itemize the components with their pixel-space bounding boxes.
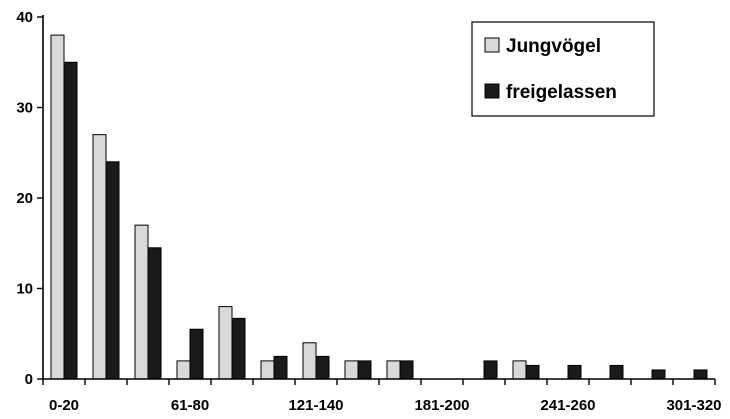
bar-freigelassen-0: [63, 61, 78, 380]
legend-label-freigelassen: freigelassen: [506, 82, 617, 103]
legend-swatch-freigelassen: [484, 83, 500, 99]
x-tick-label-15: 301-320: [666, 397, 721, 414]
ticks-group: 0 10 20 30 40 0-20 61-80 121-140 181-200 241-260 3…: [16, 9, 721, 414]
legend-frame: [471, 21, 655, 117]
y-tick-label-20: 20: [16, 190, 33, 207]
bar-freigelassen-6: [315, 355, 330, 380]
bar-jungvoegel-11: [512, 360, 527, 380]
y-tick-label-30: 30: [16, 100, 33, 117]
bar-freigelassen-4: [231, 317, 246, 380]
bar-freigelassen-15: [693, 369, 708, 380]
bar-freigelassen-11: [525, 364, 540, 380]
bar-freigelassen-7: [357, 360, 372, 380]
legend-label-jungvoegel: Jungvögel: [506, 36, 601, 57]
x-tick-label-3: 61-80: [171, 397, 209, 414]
bar-jungvoegel-1: [92, 134, 107, 380]
bar-freigelassen-1: [105, 161, 120, 380]
x-tick-label-12: 241-260: [540, 397, 595, 414]
bar-freigelassen-10: [483, 360, 498, 380]
legend: Jungvögel freigelassen: [471, 21, 655, 117]
bar-jungvoegel-2: [134, 224, 149, 380]
bar-freigelassen-5: [273, 355, 288, 380]
bar-jungvoegel-3: [176, 360, 191, 380]
bar-freigelassen-13: [609, 364, 624, 380]
bar-jungvoegel-8: [386, 360, 401, 380]
x-tick-label-0: 0-20: [49, 397, 79, 414]
bar-freigelassen-14: [651, 369, 666, 380]
bar-jungvoegel-6: [302, 342, 317, 380]
bar-jungvoegel-7: [344, 360, 359, 380]
bar-freigelassen-8: [399, 360, 414, 380]
y-tick-label-0: 0: [25, 371, 33, 388]
bar-jungvoegel-4: [218, 306, 233, 380]
x-tick-label-6: 121-140: [288, 397, 343, 414]
bar-freigelassen-2: [147, 247, 162, 380]
bar-freigelassen-12: [567, 364, 582, 380]
bar-freigelassen-3: [189, 328, 204, 380]
bar-jungvoegel-5: [260, 360, 275, 380]
x-tick-label-9: 181-200: [414, 397, 469, 414]
bar-jungvoegel-0: [50, 34, 65, 380]
y-tick-label-10: 10: [16, 281, 33, 298]
y-tick-label-40: 40: [16, 9, 33, 26]
legend-swatch-jungvoegel: [484, 37, 500, 53]
